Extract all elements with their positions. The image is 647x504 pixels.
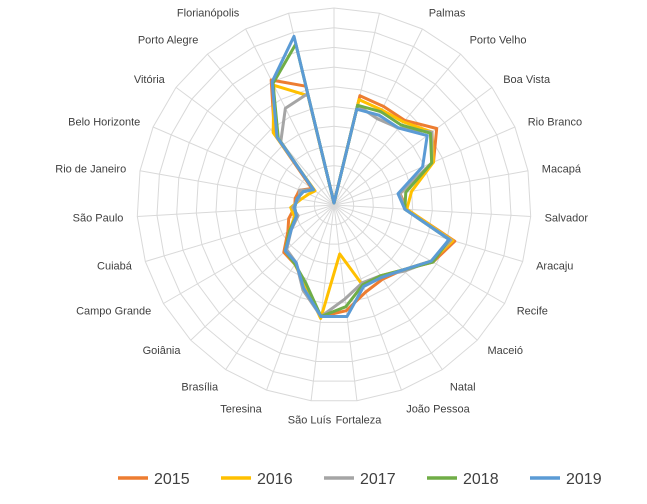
grid-spoke	[225, 204, 335, 370]
grid-ring	[195, 66, 473, 343]
category-label: Belo Horizonte	[68, 116, 140, 128]
grid-ring	[313, 184, 355, 226]
radar-series	[269, 34, 457, 320]
category-label: São Luís	[288, 415, 332, 427]
series-line-2019	[270, 34, 451, 318]
grid-ring	[235, 105, 433, 304]
grid-ring	[254, 125, 414, 284]
category-label: Maceió	[488, 345, 523, 357]
grid-spoke	[333, 204, 478, 341]
category-label: Natal	[450, 381, 476, 393]
category-label: Macapá	[542, 163, 582, 175]
legend-item: 2019	[530, 471, 602, 488]
grid-ring	[274, 145, 394, 265]
category-label: Belém	[383, 0, 414, 3]
grid-spoke	[245, 28, 335, 206]
category-label: Vitória	[134, 74, 166, 86]
category-label: Porto Velho	[470, 34, 527, 46]
category-label: Campo Grande	[76, 306, 151, 318]
legend-item: 2016	[221, 471, 293, 488]
grid-spoke	[333, 170, 529, 206]
category-label: Teresina	[220, 403, 262, 415]
grid-spoke	[190, 204, 335, 341]
grid-ring	[156, 27, 512, 382]
category-label: Salvador	[545, 212, 589, 224]
category-label: Aracaju	[536, 261, 573, 273]
grid-spoke	[333, 204, 358, 401]
category-label: Rio Branco	[528, 116, 582, 128]
grid-spoke	[333, 53, 461, 206]
legend-label: 2019	[566, 471, 602, 488]
grid-spoke	[333, 204, 523, 262]
grid-ring	[176, 46, 492, 362]
category-label: Porto Alegre	[138, 34, 199, 46]
category-label: Boa Vista	[503, 74, 551, 86]
category-label: Brasília	[181, 381, 219, 393]
category-label: Cuiabá	[97, 261, 133, 273]
grid-ring	[136, 7, 532, 402]
legend-label: 2016	[257, 471, 293, 488]
legend: 2015 2016 2017 2018 2019	[118, 471, 602, 488]
legend-item: 2018	[427, 471, 499, 488]
grid-spoke	[310, 204, 335, 401]
legend-label: 2018	[463, 471, 499, 488]
grid-spoke	[137, 204, 335, 217]
grid-spoke	[207, 53, 335, 206]
category-label: Fortaleza	[336, 415, 383, 427]
grid-ring	[294, 165, 374, 245]
grid-spoke	[333, 28, 423, 206]
grid-spoke	[333, 86, 493, 206]
grid-spoke	[145, 204, 335, 262]
category-label: Curitiba	[247, 0, 286, 3]
grid-spoke	[333, 204, 443, 370]
grid-spoke	[333, 204, 531, 217]
legend-label: 2015	[154, 471, 190, 488]
grid-spoke	[333, 204, 505, 304]
grid-spoke	[333, 204, 402, 391]
category-label: Rio de Janeiro	[55, 163, 126, 175]
category-label: Recife	[517, 306, 548, 318]
category-label: Palmas	[429, 7, 466, 19]
grid-spoke	[333, 126, 516, 206]
category-label: Florianópolis	[177, 7, 240, 19]
legend-label: 2017	[360, 471, 396, 488]
category-label: São Paulo	[73, 212, 124, 224]
grid-spoke	[266, 204, 335, 391]
category-label: João Pessoa	[406, 403, 470, 415]
grid-spoke	[175, 86, 335, 206]
grid-spoke	[152, 126, 335, 206]
legend-item: 2017	[324, 471, 396, 488]
grid-spoke	[163, 204, 335, 304]
legend-item: 2015	[118, 471, 190, 488]
category-label: Goiânia	[143, 345, 182, 357]
